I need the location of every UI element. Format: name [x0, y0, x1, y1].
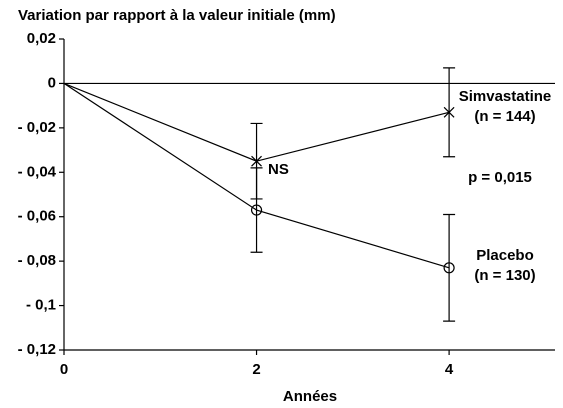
y-tick-label: - 0,02 — [18, 119, 56, 136]
x-tick-label: 0 — [60, 361, 68, 378]
y-tick-label: 0,02 — [27, 30, 56, 47]
y-tick-label: - 0,08 — [18, 252, 56, 269]
legend-label: Placebo — [476, 247, 534, 264]
x-axis-label: Années — [283, 388, 337, 405]
error-bar — [443, 213, 456, 322]
annotation: p = 0,015 — [468, 169, 532, 186]
y-tick-label: - 0,12 — [18, 341, 56, 358]
x-tick-label: 4 — [445, 361, 454, 378]
y-tick-label: 0 — [48, 74, 56, 91]
y-tick-label: - 0,04 — [18, 163, 57, 180]
chart-title: Variation par rapport à la valeur initia… — [18, 7, 336, 24]
marker — [443, 262, 455, 274]
annotation: NS — [268, 161, 289, 178]
x-tick-label: 2 — [252, 361, 260, 378]
marker — [251, 155, 262, 167]
marker — [250, 204, 263, 216]
error-bar — [250, 167, 263, 253]
legend-label: Simvastatine — [459, 88, 552, 105]
annotation: (n = 130) — [474, 267, 535, 284]
y-tick-label: - 0,1 — [26, 297, 56, 314]
annotation: (n = 144) — [474, 108, 535, 125]
marker — [443, 106, 455, 118]
y-tick-label: - 0,06 — [18, 208, 56, 225]
